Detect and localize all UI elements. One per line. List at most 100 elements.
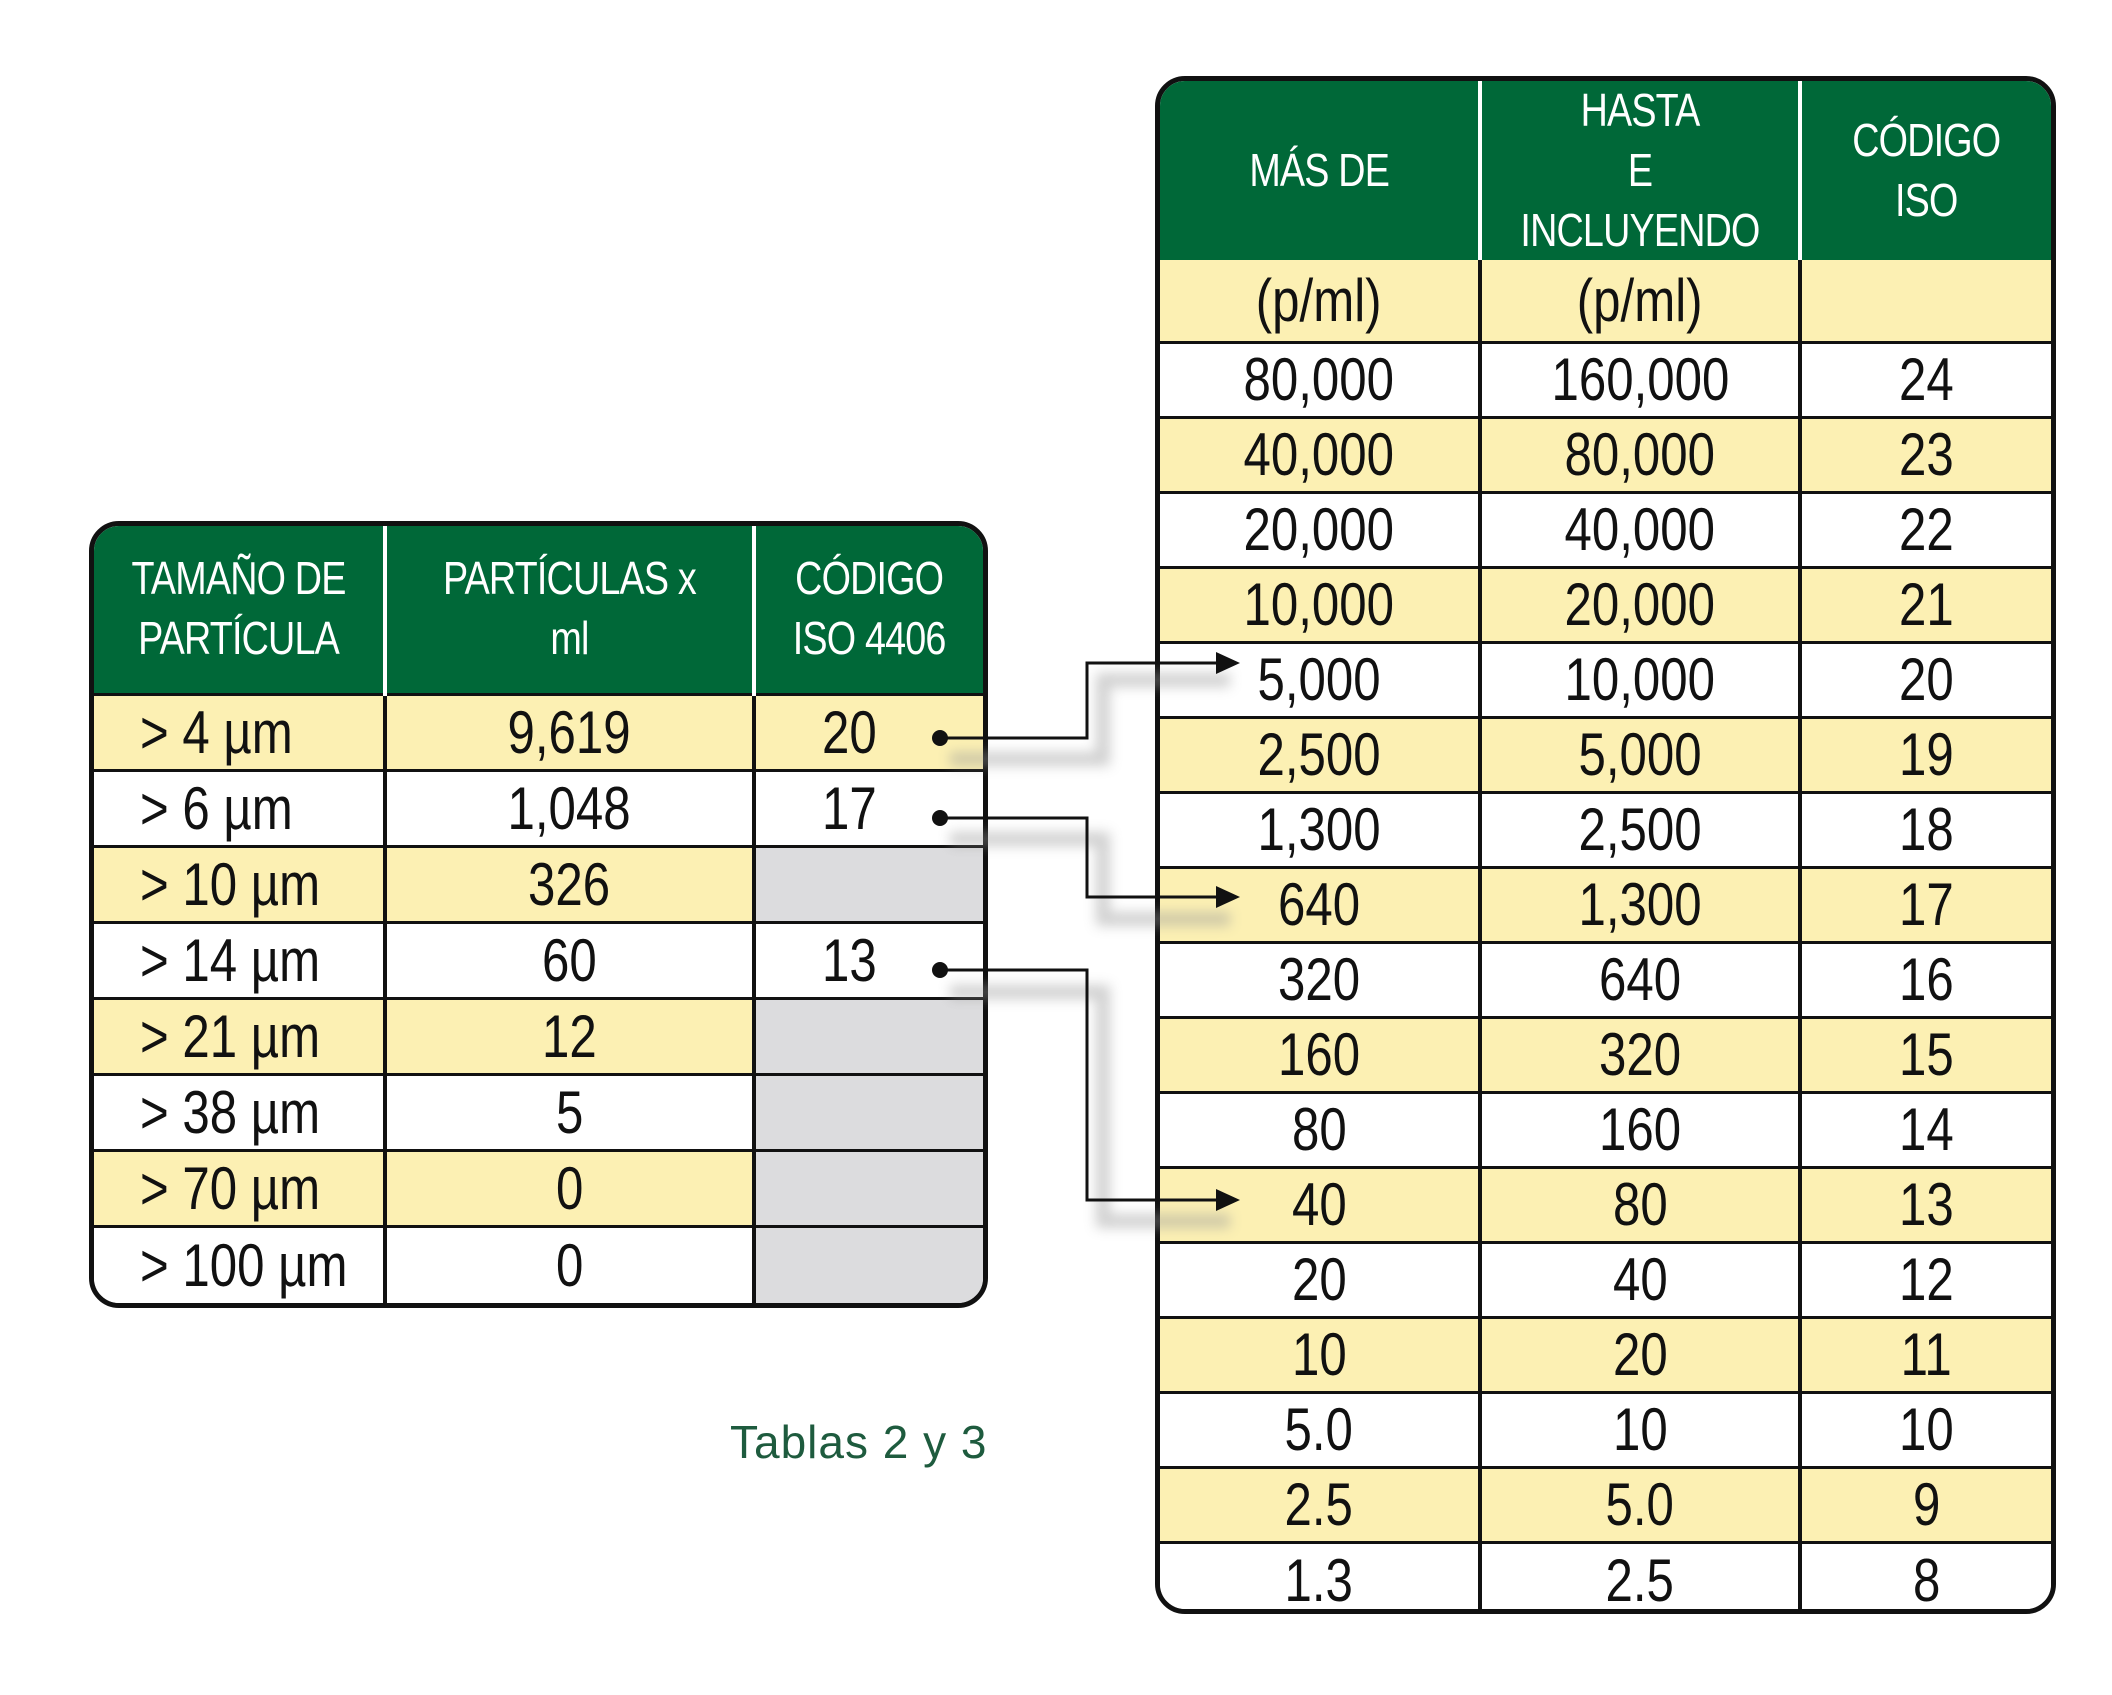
more-than-cell: 20,000 [1160, 490, 1480, 568]
table-row: 20 40 12 [1160, 1240, 2051, 1318]
figure-caption: Tablas 2 y 3 [730, 1416, 988, 1468]
particle-count-cell: 5 [383, 1073, 754, 1151]
particle-size-cell: > 4 µm [94, 692, 385, 771]
up-to-cell: 20,000 [1478, 565, 1800, 643]
particle-count-table: TAMAÑO DE PARTÍCULA PARTÍCULAS x ml CÓDI… [89, 521, 988, 1308]
particle-size-cell: > 38 µm [94, 1073, 385, 1151]
up-to-cell: 640 [1478, 940, 1800, 1018]
up-to-cell: 160,000 [1478, 340, 1800, 418]
table-row: 1.3 2.5 8 [1160, 1540, 2051, 1609]
table-row: 10,000 20,000 21 [1160, 565, 2051, 643]
more-than-cell: 160 [1160, 1015, 1480, 1093]
iso-code-cell: 13 [752, 920, 983, 999]
iso-code-cell: 17 [752, 768, 983, 847]
more-than-cell: 20 [1160, 1240, 1480, 1318]
header-iso-code: CÓDIGO ISO [1798, 81, 2051, 261]
table-row: > 10 µm 326 [94, 844, 983, 923]
particle-count-cell: 0 [383, 1149, 754, 1227]
table-row: 40,000 80,000 23 [1160, 415, 2051, 493]
iso-code-cell: 17 [1798, 865, 2051, 943]
table-row: > 21 µm 12 [94, 996, 983, 1075]
more-than-cell: 10 [1160, 1315, 1480, 1393]
up-to-cell: 5,000 [1478, 715, 1800, 793]
table-row: 640 1,300 17 [1160, 865, 2051, 943]
particle-size-cell: > 100 µm [94, 1225, 385, 1303]
table-row: 5.0 10 10 [1160, 1390, 2051, 1468]
particle-count-cell: 9,619 [383, 692, 754, 771]
table-row: 320 640 16 [1160, 940, 2051, 1018]
iso-code-cell: 14 [1798, 1090, 2051, 1168]
up-to-cell: 1,300 [1478, 865, 1800, 943]
particle-size-cell: > 21 µm [94, 996, 385, 1075]
iso-code-cell: 23 [1798, 415, 2051, 493]
iso-code-range-table: MÁS DE HASTA E INCLUYENDO CÓDIGO ISO (p/… [1155, 76, 2056, 1614]
particle-count-cell: 0 [383, 1225, 754, 1303]
iso-code-cell [752, 844, 983, 923]
iso-code-cell [752, 1073, 983, 1151]
table-row: > 38 µm 5 [94, 1073, 983, 1151]
table-row: 1,300 2,500 18 [1160, 790, 2051, 868]
iso-code-cell: 18 [1798, 790, 2051, 868]
table-row: 40 80 13 [1160, 1165, 2051, 1243]
table-row: 80,000 160,000 24 [1160, 340, 2051, 418]
iso-code-cell: 11 [1798, 1315, 2051, 1393]
table-row: > 70 µm 0 [94, 1149, 983, 1227]
particle-size-cell: > 10 µm [94, 844, 385, 923]
table-row: 80 160 14 [1160, 1090, 2051, 1168]
up-to-cell: 80,000 [1478, 415, 1800, 493]
more-than-cell: 10,000 [1160, 565, 1480, 643]
iso-code-cell: 21 [1798, 565, 2051, 643]
header-iso-4406-code: CÓDIGO ISO 4406 [752, 526, 983, 694]
particle-count-cell: 326 [383, 844, 754, 923]
table-row: 2.5 5.0 9 [1160, 1465, 2051, 1543]
up-to-cell: 2.5 [1478, 1540, 1800, 1609]
units-more-than: (p/ml) [1160, 260, 1480, 343]
table-row: 5,000 10,000 20 [1160, 640, 2051, 718]
up-to-cell: 80 [1478, 1165, 1800, 1243]
iso-code-cell: 20 [1798, 640, 2051, 718]
table-row: 160 320 15 [1160, 1015, 2051, 1093]
iso-code-cell: 10 [1798, 1390, 2051, 1468]
up-to-cell: 40 [1478, 1240, 1800, 1318]
header-particles-per-ml: PARTÍCULAS x ml [383, 526, 754, 694]
more-than-cell: 80 [1160, 1090, 1480, 1168]
particle-size-cell: > 14 µm [94, 920, 385, 999]
particle-count-cell: 1,048 [383, 768, 754, 847]
more-than-cell: 40,000 [1160, 415, 1480, 493]
up-to-cell: 40,000 [1478, 490, 1800, 568]
more-than-cell: 1,300 [1160, 790, 1480, 868]
particle-size-cell: > 70 µm [94, 1149, 385, 1227]
table-row: > 14 µm 60 13 [94, 920, 983, 999]
more-than-cell: 1.3 [1160, 1540, 1480, 1609]
up-to-cell: 2,500 [1478, 790, 1800, 868]
table-row: 2,500 5,000 19 [1160, 715, 2051, 793]
units-up-to: (p/ml) [1478, 260, 1800, 343]
iso-code-cell [752, 996, 983, 1075]
more-than-cell: 5,000 [1160, 640, 1480, 718]
iso-code-cell: 24 [1798, 340, 2051, 418]
more-than-cell: 2.5 [1160, 1465, 1480, 1543]
iso-code-cell [752, 1225, 983, 1303]
iso-code-cell: 20 [752, 692, 983, 771]
more-than-cell: 320 [1160, 940, 1480, 1018]
more-than-cell: 2,500 [1160, 715, 1480, 793]
iso-code-cell [752, 1149, 983, 1227]
particle-size-cell: > 6 µm [94, 768, 385, 847]
up-to-cell: 10 [1478, 1390, 1800, 1468]
header-up-to-including: HASTA E INCLUYENDO [1478, 81, 1800, 261]
iso-code-cell: 12 [1798, 1240, 2051, 1318]
up-to-cell: 10,000 [1478, 640, 1800, 718]
particle-count-cell: 60 [383, 920, 754, 999]
header-particle-size: TAMAÑO DE PARTÍCULA [94, 526, 385, 694]
more-than-cell: 640 [1160, 865, 1480, 943]
table-row: > 4 µm 9,619 20 [94, 692, 983, 771]
table-row: 10 20 11 [1160, 1315, 2051, 1393]
iso-code-cell: 22 [1798, 490, 2051, 568]
iso-code-cell: 9 [1798, 1465, 2051, 1543]
up-to-cell: 5.0 [1478, 1465, 1800, 1543]
header-more-than: MÁS DE [1160, 81, 1480, 261]
iso-code-cell: 8 [1798, 1540, 2051, 1609]
units-iso [1798, 260, 2051, 343]
table-row: 20,000 40,000 22 [1160, 490, 2051, 568]
iso-code-cell: 13 [1798, 1165, 2051, 1243]
